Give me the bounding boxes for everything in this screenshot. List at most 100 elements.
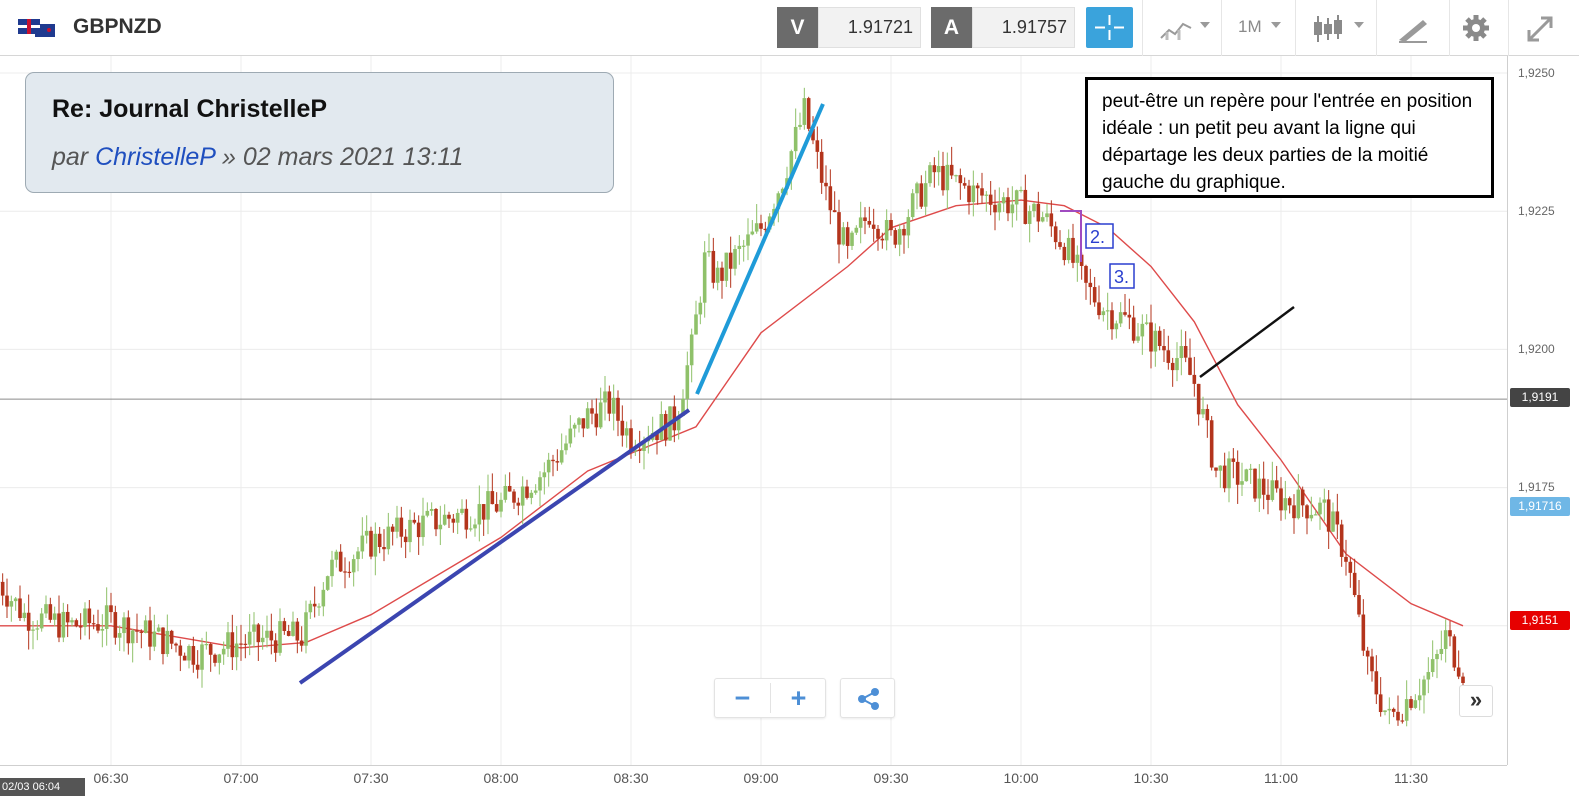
candle-body <box>22 612 27 619</box>
candle-body <box>572 424 577 429</box>
candle <box>1365 646 1370 675</box>
settings-button[interactable] <box>1449 0 1508 56</box>
candle <box>386 512 391 555</box>
candle-body <box>949 164 954 176</box>
time-axis[interactable]: 06:30 07:00 07:30 08:00 08:30 09:00 09:3… <box>0 765 1507 799</box>
sell-button[interactable]: V <box>777 7 818 48</box>
candle <box>594 398 599 436</box>
candle <box>481 503 486 536</box>
candle <box>737 235 742 265</box>
candle <box>941 151 945 196</box>
candle-body <box>1318 502 1322 515</box>
candle <box>533 484 538 495</box>
candle <box>178 639 183 672</box>
candle-body <box>139 631 144 633</box>
candle-body <box>993 204 997 213</box>
candle <box>1157 326 1162 351</box>
candle <box>1357 579 1361 618</box>
candle <box>507 472 512 492</box>
candle <box>1257 464 1262 512</box>
candle-body <box>616 397 620 421</box>
candle-body <box>382 546 386 550</box>
candle-body <box>343 571 347 573</box>
share-button[interactable] <box>840 678 895 718</box>
candle <box>477 485 482 542</box>
candle-body <box>312 603 317 607</box>
candle <box>1170 357 1175 387</box>
candle-body <box>48 604 53 620</box>
zoom-out-button[interactable]: − <box>734 683 751 713</box>
fullscreen-button[interactable] <box>1508 0 1579 56</box>
candle <box>1101 307 1106 322</box>
candle-body <box>1387 708 1392 711</box>
candle <box>1183 331 1188 363</box>
candle-body <box>126 617 131 644</box>
candle <box>724 252 729 287</box>
candle-body <box>1105 310 1110 312</box>
zoom-in-button[interactable]: + <box>790 683 807 713</box>
candle-body <box>243 643 248 645</box>
trend-drawings: 2. 3. <box>298 103 1295 685</box>
post-author-link[interactable]: ChristelleP <box>95 143 216 171</box>
chart-type-icon <box>1160 22 1192 40</box>
candle <box>1036 191 1041 233</box>
candle <box>1309 496 1314 522</box>
candle <box>200 637 204 688</box>
candle <box>499 492 503 518</box>
candle <box>1045 203 1049 222</box>
candle-body <box>585 408 590 429</box>
candle-body <box>1218 465 1223 471</box>
candle-body <box>533 490 538 493</box>
candle-body <box>1222 465 1227 489</box>
candle <box>468 516 473 532</box>
candle <box>104 587 109 646</box>
timeframe-dropdown[interactable]: 1M <box>1221 0 1295 56</box>
candle <box>230 614 235 670</box>
candle-body <box>221 648 226 655</box>
candle <box>702 241 707 318</box>
candle <box>282 617 287 635</box>
buy-price[interactable]: 1.91757 <box>972 7 1075 48</box>
candlestick-type-button[interactable] <box>1295 0 1376 56</box>
scroll-to-latest-button[interactable]: » <box>1459 685 1493 717</box>
candle <box>434 508 438 537</box>
candle-body <box>44 604 48 614</box>
candle-body <box>516 502 521 506</box>
candle-body <box>1292 505 1296 519</box>
candle-body <box>542 472 547 478</box>
sell-price[interactable]: 1.91721 <box>818 7 921 48</box>
candle <box>1062 242 1067 266</box>
candle <box>741 239 746 262</box>
candle <box>711 237 716 289</box>
candle <box>265 615 269 648</box>
crosshair-button[interactable] <box>1086 7 1133 48</box>
price-axis[interactable]: 1,9250 1,9225 1,9200 1,9175 1,9191 1,917… <box>1507 56 1579 765</box>
candle-body <box>1027 211 1032 224</box>
candle <box>343 557 347 589</box>
candle <box>923 170 928 216</box>
entry-marker-line <box>1199 305 1295 379</box>
candle-body <box>793 126 798 152</box>
candle-body <box>1231 458 1236 462</box>
candle <box>958 168 963 200</box>
candle-body <box>1430 659 1435 673</box>
candle-body <box>1101 311 1106 316</box>
candle-body <box>884 220 889 241</box>
candle <box>837 199 841 264</box>
candle <box>845 221 850 259</box>
candle-body <box>577 418 581 425</box>
buy-button[interactable]: A <box>931 7 972 48</box>
candlestick-icon <box>1314 15 1342 42</box>
candle-body <box>1344 556 1348 562</box>
candle <box>208 642 213 672</box>
chart-type-button[interactable] <box>1142 0 1221 56</box>
candle <box>91 614 96 630</box>
candle <box>5 578 9 619</box>
candle <box>871 208 876 242</box>
drawing-tools-button[interactable] <box>1376 0 1449 56</box>
candle <box>312 586 317 618</box>
candle-body <box>1452 636 1457 668</box>
candle <box>1374 655 1379 705</box>
candle <box>598 387 603 429</box>
symbol-name[interactable]: GBPNZD <box>73 15 162 38</box>
